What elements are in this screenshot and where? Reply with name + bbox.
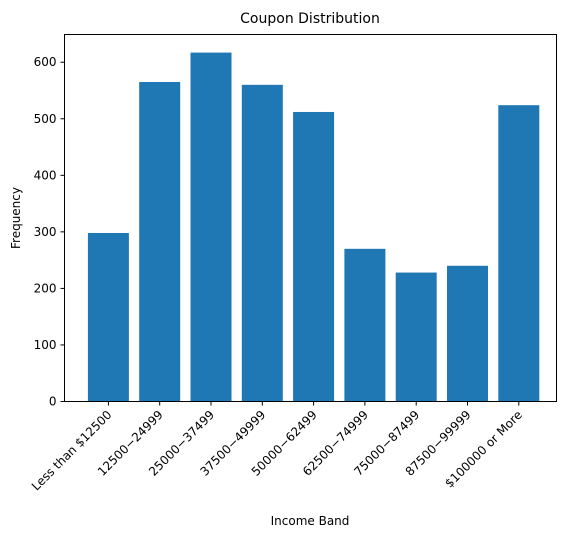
bar-1 [139,82,181,402]
x-axis: Less than $1250012500−2499925000−3749937… [29,401,525,494]
plot-frame [64,34,557,402]
y-tick-label-1: 100 [34,338,57,352]
y-axis-label: Frequency [9,187,23,249]
bar-6 [395,272,437,402]
y-tick-label-6: 600 [34,55,57,69]
x-axis-label: Income Band [271,514,350,528]
bar-4 [293,111,335,402]
y-axis: 0 100 200 300 400 500 600 [34,55,65,409]
bar-2 [190,52,232,402]
y-tick-label-3: 300 [34,225,57,239]
y-tick-label-5: 500 [34,112,57,126]
bar-0 [87,232,129,402]
bar-3 [241,84,283,402]
x-tick-label-0: Less than $12500 [29,408,115,494]
y-tick-label-4: 400 [34,168,57,182]
bar-7 [447,265,488,402]
bar-5 [344,248,386,402]
chart-title: Coupon Distribution [240,11,380,27]
bars [87,52,540,402]
y-tick-label-2: 200 [34,281,57,295]
y-tick-label-0: 0 [49,395,57,409]
bar-8 [498,105,540,402]
